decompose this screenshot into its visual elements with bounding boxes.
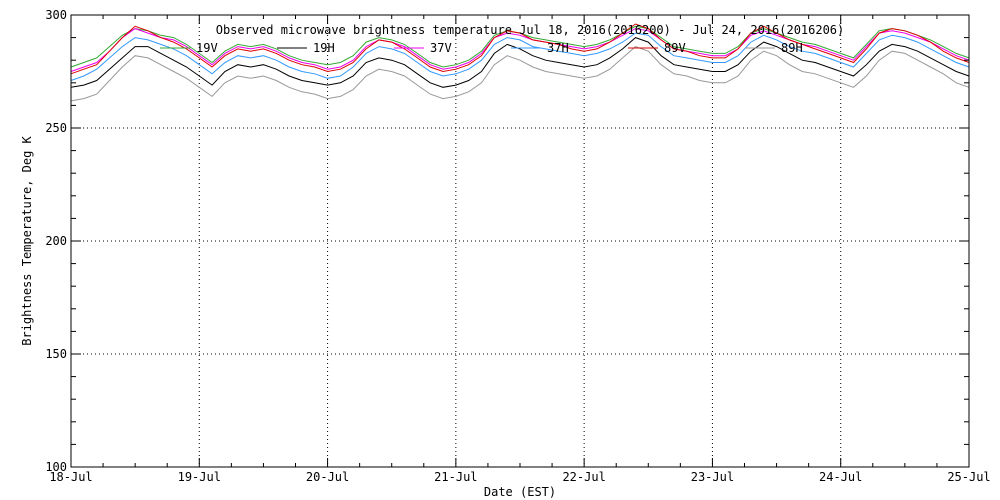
series-lines (70, 23, 970, 102)
legend-label-19v: 19V (196, 41, 218, 55)
legend-label-89h: 89H (781, 41, 803, 55)
legend-label-37h: 37H (547, 41, 569, 55)
y-tick-label: 250 (45, 121, 67, 135)
y-tick-label: 200 (45, 234, 67, 248)
y-axis-label: Brightness Temperature, Deg K (20, 135, 34, 345)
axis-ticks (70, 14, 970, 468)
series-line-37v (70, 28, 970, 72)
y-tick-label: 100 (45, 460, 67, 474)
x-tick-label: 23-Jul (691, 470, 734, 484)
legend: 19V 19H 37V 37H 89V 89H (160, 41, 803, 55)
x-tick-label: 21-Jul (434, 470, 477, 484)
series-line-19h (70, 37, 970, 88)
x-tick-label: 20-Jul (306, 470, 349, 484)
legend-label-37v: 37V (430, 41, 452, 55)
x-axis-label: Date (EST) (484, 485, 556, 499)
x-tick-label: 24-Jul (819, 470, 862, 484)
legend-label-89v: 89V (664, 41, 686, 55)
legend-label-19h: 19H (313, 41, 335, 55)
x-tick-label: 25-Jul (947, 470, 990, 484)
series-line-89v (70, 23, 970, 75)
x-tick-label: 22-Jul (562, 470, 605, 484)
y-tick-label: 150 (45, 347, 67, 361)
x-tick-label: 18-Jul (49, 470, 92, 484)
series-line-37h (70, 32, 970, 81)
series-line-89h (70, 46, 970, 102)
tick-labels: 18-Jul 19-Jul 20-Jul 21-Jul 22-Jul 23-Jul 24-J… (45, 8, 990, 484)
gridlines (71, 15, 969, 467)
x-tick-label: 19-Jul (178, 470, 221, 484)
y-tick-label: 300 (45, 8, 67, 22)
chart-title: Observed microwave brightness temperatur… (216, 23, 845, 37)
